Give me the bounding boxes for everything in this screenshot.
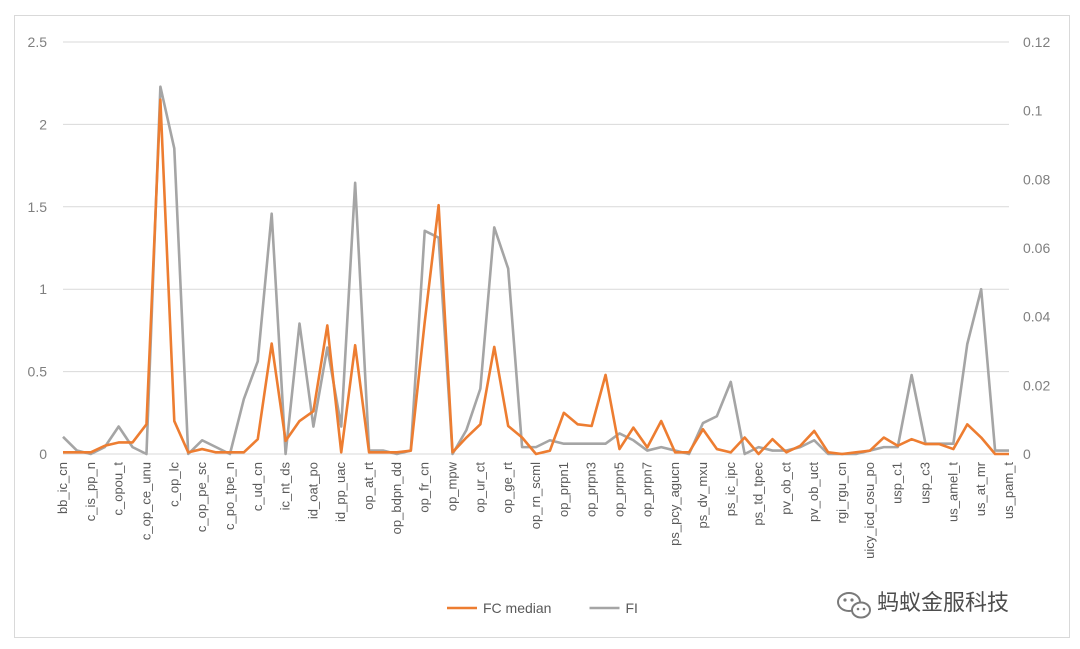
x-tick-label: c_opou_t xyxy=(111,462,126,516)
x-tick-label: us_pam_t xyxy=(1001,462,1016,519)
x-tick-label: ps_td_tpec xyxy=(751,462,766,526)
legend-label: FI xyxy=(626,600,638,616)
x-tick-label: us_amel_t xyxy=(945,462,960,522)
x-tick-label: pv_ob_uct xyxy=(806,462,821,522)
x-tick-label: op_fr_cn xyxy=(417,462,432,513)
x-tick-label: ic_nt_ds xyxy=(278,462,293,511)
x-tick-label: c_op_ce_unu xyxy=(138,462,153,540)
x-tick-label: ps_pcy_agucn xyxy=(667,462,682,546)
x-tick-label: c_po_tpe_n xyxy=(222,462,237,530)
x-tick-label: op_prpn5 xyxy=(611,462,626,517)
x-tick-label: uicy_icd_osu_po xyxy=(862,462,877,559)
y-left-tick-label: 0.5 xyxy=(28,364,48,380)
x-tick-label: rgi_rgu_cn xyxy=(834,462,849,523)
x-tick-label: usp_c1 xyxy=(890,462,905,504)
x-tick-label: op_prpn3 xyxy=(584,462,599,517)
legend-label: FC median xyxy=(483,600,551,616)
y-axis-left: 0 0.5 1 1.5 2 2.5 xyxy=(28,34,48,462)
y-right-tick-label: 0.04 xyxy=(1023,309,1050,325)
x-tick-label: op_prpn7 xyxy=(639,462,654,517)
chart-frame: 0 0.5 1 1.5 2 2.5 0 0.02 0.04 0.06 0.08 0.1 0.12 bb… xyxy=(14,15,1070,638)
x-tick-label: bb_ic_cn xyxy=(55,462,70,514)
x-tick-label: op_at_rt xyxy=(361,462,376,510)
x-tick-label: op_ur_ct xyxy=(472,462,487,513)
series-line-fc-median xyxy=(63,98,1009,456)
y-right-tick-label: 0.12 xyxy=(1023,34,1050,50)
y-right-tick-label: 0.02 xyxy=(1023,377,1050,393)
y-axis-right: 0 0.02 0.04 0.06 0.08 0.1 0.12 xyxy=(1023,34,1050,462)
x-tick-label: c_ud_cn xyxy=(250,462,265,511)
y-left-tick-label: 0 xyxy=(39,446,47,462)
series-lines xyxy=(62,85,1009,456)
x-tick-label: op_ge_rt xyxy=(500,462,515,514)
x-tick-label: c_op_lc xyxy=(166,462,181,507)
x-tick-label: usp_c3 xyxy=(918,462,933,504)
watermark: 蚂蚁金服科技 xyxy=(837,591,1009,619)
x-tick-label: c_op_pe_sc xyxy=(194,462,209,533)
x-tick-label: op_bdpn_dd xyxy=(389,462,404,534)
y-right-tick-label: 0.06 xyxy=(1023,240,1050,256)
x-tick-label: id_pp_uac xyxy=(333,462,348,522)
legend-item: FI xyxy=(589,600,638,616)
legend: FC median FI xyxy=(447,600,638,616)
line-chart: 0 0.5 1 1.5 2 2.5 0 0.02 0.04 0.06 0.08 0.1 0.12 bb… xyxy=(28,34,1050,619)
x-tick-label: ps_ic_ipc xyxy=(723,462,738,517)
y-right-tick-label: 0 xyxy=(1023,446,1031,462)
x-axis-categories: bb_ic_cn c_is_pp_n c_opou_t c_op_ce_unu c_op… xyxy=(55,461,1016,559)
y-left-tick-label: 2.5 xyxy=(28,34,48,50)
wechat-icon xyxy=(837,592,871,619)
gridlines xyxy=(63,41,1009,455)
watermark-text: 蚂蚁金服科技 xyxy=(877,591,1009,616)
legend-item: FC median xyxy=(447,600,551,616)
y-left-tick-label: 2 xyxy=(39,116,47,132)
x-tick-label: c_is_pp_n xyxy=(83,462,98,521)
y-right-tick-label: 0.1 xyxy=(1023,103,1043,119)
x-tick-label: op_rn_scml xyxy=(528,462,543,529)
x-tick-label: op_prpn1 xyxy=(556,462,571,517)
x-tick-label: us_at_mr xyxy=(973,461,988,516)
x-tick-label: ps_dv_mxu xyxy=(695,462,710,528)
y-right-tick-label: 0.08 xyxy=(1023,171,1050,187)
y-left-tick-label: 1 xyxy=(39,281,47,297)
x-tick-label: op_mpw xyxy=(445,461,460,511)
x-tick-label: id_oat_po xyxy=(305,462,320,519)
y-left-tick-label: 1.5 xyxy=(28,199,48,215)
series-line-fi xyxy=(62,85,1009,456)
x-tick-label: pv_ob_ct xyxy=(778,462,793,515)
